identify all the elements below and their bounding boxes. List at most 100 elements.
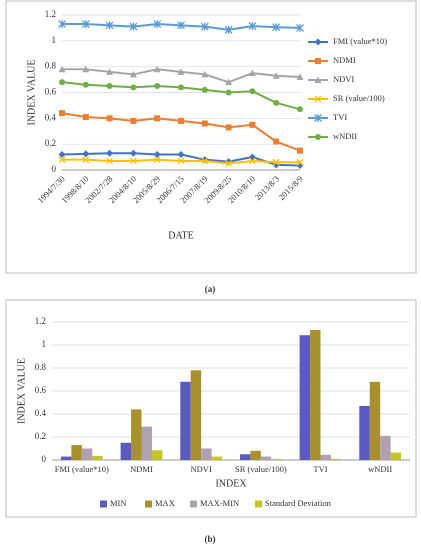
- legend-label: FMI (value*10): [333, 36, 387, 46]
- point: [297, 147, 303, 154]
- y-tick-label: 0.6: [35, 385, 47, 395]
- point: [105, 21, 114, 30]
- x-tick-label: 2013/8/3: [253, 174, 281, 202]
- point: [58, 20, 66, 29]
- point: [315, 134, 321, 140]
- point: [201, 70, 209, 78]
- point: [272, 23, 281, 32]
- point: [153, 65, 161, 73]
- y-tick-label: 0.8: [35, 362, 47, 372]
- point: [248, 69, 256, 77]
- legend-label: TVI: [333, 112, 347, 122]
- point: [130, 84, 137, 91]
- x-tick-label: NDMI: [130, 464, 153, 474]
- point: [129, 149, 137, 157]
- point: [59, 110, 65, 117]
- bar: [260, 456, 272, 460]
- legend-label: MAX: [155, 498, 175, 508]
- legend-label: MAX-MIN: [200, 498, 239, 508]
- x-axis-label: INDEX: [215, 478, 247, 489]
- point: [106, 83, 113, 90]
- bar: [390, 452, 402, 460]
- point: [177, 151, 185, 158]
- point: [248, 157, 256, 165]
- point: [58, 156, 66, 164]
- point: [225, 124, 232, 131]
- bar: [330, 458, 342, 460]
- point: [201, 86, 208, 93]
- y-axis-label: INDEX VALUE: [26, 59, 37, 125]
- point: [296, 73, 304, 80]
- point: [272, 158, 280, 166]
- y-tick-label: 0.6: [45, 87, 57, 97]
- point: [178, 84, 184, 91]
- point: [82, 114, 89, 121]
- point: [58, 151, 66, 158]
- point: [201, 157, 209, 165]
- caption: (b): [205, 534, 216, 544]
- point: [314, 38, 322, 46]
- bar: [120, 442, 132, 460]
- point: [314, 114, 322, 122]
- y-tick-label: 0.2: [45, 138, 56, 148]
- point: [297, 106, 303, 113]
- bar: [250, 450, 261, 460]
- bar: [92, 455, 103, 460]
- bar: [320, 454, 331, 460]
- y-tick-label: 1: [52, 35, 57, 45]
- x-tick-label: TVI: [313, 464, 327, 474]
- panel-b-frame: [5, 299, 417, 518]
- point: [82, 156, 90, 164]
- bar: [380, 435, 391, 460]
- point: [225, 78, 233, 86]
- x-tick-label: NDVI: [191, 464, 212, 474]
- point: [177, 21, 185, 30]
- point: [296, 158, 304, 166]
- point: [153, 151, 161, 158]
- point: [153, 20, 162, 29]
- point: [81, 20, 90, 29]
- bar: [190, 370, 202, 460]
- point: [273, 99, 280, 106]
- y-tick-label: 0.4: [35, 408, 47, 418]
- point: [106, 68, 114, 75]
- point: [82, 65, 90, 73]
- point: [59, 79, 65, 86]
- point: [272, 72, 280, 79]
- legend-label: NDVI: [333, 74, 354, 84]
- legend-label: SR (value/100): [333, 93, 385, 103]
- point: [130, 117, 137, 124]
- point: [249, 88, 256, 95]
- point: [314, 76, 322, 83]
- bar: [359, 405, 370, 460]
- point: [177, 157, 185, 165]
- point: [314, 95, 322, 103]
- legend-swatch: [190, 500, 197, 508]
- y-tick-label: 0.2: [35, 431, 46, 441]
- legend-label: Standard Deviation: [265, 498, 332, 508]
- bar: [239, 454, 251, 460]
- point: [249, 121, 256, 128]
- y-tick-label: 1.2: [45, 9, 56, 19]
- legend-swatch: [255, 500, 262, 508]
- x-axis-label: DATE: [168, 230, 194, 241]
- bar: [60, 456, 72, 460]
- y-tick-label: 1: [42, 339, 47, 349]
- legend-label: NDMI: [333, 55, 356, 65]
- point: [129, 22, 138, 31]
- x-tick-label: 2015/8/9: [276, 174, 304, 202]
- point: [296, 23, 304, 32]
- bar: [299, 335, 311, 460]
- y-tick-label: 1.2: [35, 316, 46, 326]
- y-tick-label: 0: [42, 454, 47, 464]
- point: [58, 65, 66, 73]
- point: [178, 117, 184, 124]
- point: [273, 138, 280, 145]
- bar: [310, 330, 321, 460]
- point: [225, 160, 233, 168]
- point: [248, 153, 256, 161]
- point: [129, 70, 137, 78]
- legend-swatch: [145, 500, 152, 508]
- bar: [369, 381, 381, 460]
